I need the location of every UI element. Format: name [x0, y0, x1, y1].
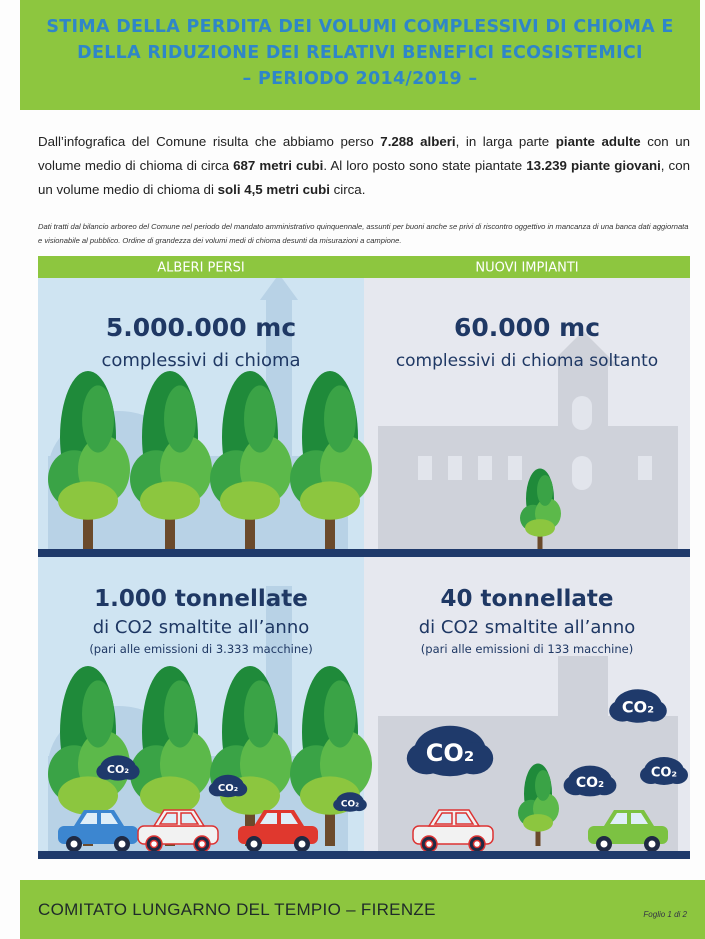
page-number: Foglio 1 di 2 [643, 910, 687, 919]
volume-amount: 5.000.000 mc [106, 313, 296, 342]
co2-caption: di CO2 smaltite all’anno [93, 617, 310, 638]
document: {"header": {"title_lines": ["STIMA DELLA… [0, 0, 705, 939]
co2-label: CO₂ [622, 698, 654, 717]
volume-amount: 60.000 mc [454, 313, 600, 342]
text-run: Dall’infografica del Comune risulta che … [38, 134, 380, 149]
co2-label: CO₂ [576, 775, 604, 791]
title-line: DELLA RIDUZIONE DEI RELATIVI BENEFICI EC… [20, 40, 700, 66]
ground [38, 549, 690, 557]
co2-label: CO₂ [426, 739, 475, 767]
page: html, body { margin: 0; padding: 0; } bo… [0, 0, 705, 939]
co2-label: CO₂ [107, 763, 129, 776]
title-line: STIMA DELLA PERDITA DEI VOLUMI COMPLESSI… [20, 0, 700, 40]
volume-caption: complessivi di chioma [101, 350, 300, 371]
co2-amount: 40 tonnellate [440, 586, 613, 612]
bold-text: piante adulte [556, 134, 641, 149]
text-run: circa. [330, 182, 365, 197]
intro-paragraph: Dall’infografica del Comune risulta che … [38, 130, 690, 202]
heading-bar [38, 256, 690, 278]
title-line: – PERIODO 2014/2019 – [20, 66, 700, 92]
co2-caption: di CO2 smaltite all’anno [419, 617, 636, 638]
ground [38, 851, 690, 859]
co2-label: CO₂ [341, 800, 359, 810]
volume-caption: complessivi di chioma soltanto [396, 351, 658, 371]
infographic: ALBERI PERSI NUOVI IMPIANTI 5.000.000 mc… [38, 256, 690, 859]
co2-detail: (pari alle emissioni di 3.333 macchine) [89, 642, 312, 656]
source-note: Dati tratti dal bilancio arboreo del Com… [38, 220, 693, 248]
column-heading: ALBERI PERSI [157, 261, 244, 276]
co2-label: CO₂ [651, 766, 677, 781]
co2-detail: (pari alle emissioni di 133 macchine) [421, 642, 633, 656]
bold-text: 13.239 piante giovani [526, 158, 661, 173]
text-run: . Al loro posto sono state piantate [323, 158, 526, 173]
footer: COMITATO LUNGARNO DEL TEMPIO – FIRENZE F… [20, 880, 705, 939]
title-banner: STIMA DELLA PERDITA DEI VOLUMI COMPLESSI… [20, 0, 700, 110]
bold-text: soli 4,5 metri cubi [218, 182, 330, 197]
text-run: , in larga parte [456, 134, 556, 149]
column-heading: NUOVI IMPIANTI [475, 261, 578, 276]
footer-text: COMITATO LUNGARNO DEL TEMPIO – FIRENZE [38, 900, 436, 920]
bold-text: 687 metri cubi [233, 158, 323, 173]
co2-amount: 1.000 tonnellate [94, 586, 308, 612]
co2-label: CO₂ [218, 783, 238, 794]
bold-text: 7.288 alberi [380, 134, 455, 149]
